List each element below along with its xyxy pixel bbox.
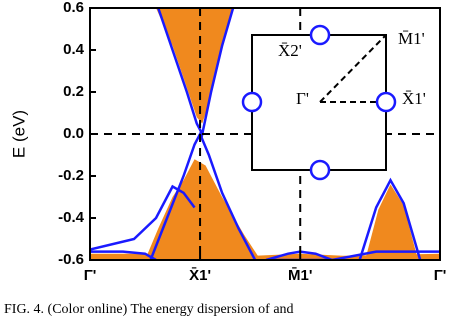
inset-point — [375, 91, 397, 113]
band-area — [145, 159, 261, 260]
y-tick-label: 0.2 — [63, 83, 84, 100]
band-area — [365, 184, 418, 260]
inset: X̄2' M̄1' Γ' X̄1' — [241, 24, 426, 181]
inset-point — [309, 24, 331, 46]
inset-point — [241, 91, 263, 113]
band-line — [358, 177, 422, 260]
inset-label: X̄1' — [402, 89, 426, 108]
x-tick-label: Γ' — [84, 267, 97, 284]
inset-label: M̄1' — [398, 29, 425, 48]
band-line — [157, 8, 235, 138]
y-tick-label: 0.6 — [63, 0, 84, 16]
y-tick-label: -0.2 — [58, 167, 84, 184]
band-line — [266, 250, 440, 260]
areas — [90, 8, 440, 260]
inset-label: X̄2' — [278, 41, 302, 60]
inset-label: Γ' — [296, 89, 309, 108]
inset-path — [319, 34, 387, 103]
y-axis-label: E (eV) — [9, 110, 28, 158]
x-tick-label: Γ' — [434, 267, 447, 284]
caption: FIG. 4. (Color online) The energy disper… — [4, 302, 294, 316]
band-area — [156, 8, 234, 124]
y-tick-label: 0.0 — [63, 125, 84, 142]
y-tick-label: 0.4 — [63, 41, 85, 58]
x-tick-label: M̄1' — [288, 266, 312, 284]
x-tick-label: X̄1' — [189, 266, 211, 284]
band-line — [90, 250, 157, 260]
y-tick-label: -0.6 — [58, 251, 84, 268]
band-area — [90, 253, 440, 260]
band-line — [90, 184, 196, 251]
inset-point — [309, 159, 331, 181]
y-tick-label: -0.4 — [58, 209, 85, 226]
axes: -0.6 -0.4 -0.2 0.0 0.2 0.4 0.6 Γ' X̄1' M̄1' Γ' — [58, 0, 446, 284]
